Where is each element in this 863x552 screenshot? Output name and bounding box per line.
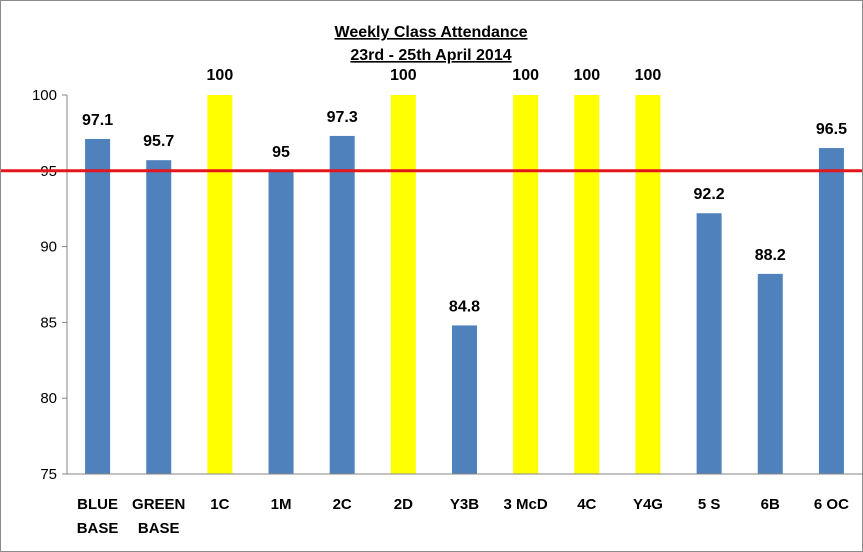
data-label: 88.2 [755, 247, 786, 264]
x-tick-label: 1C [210, 496, 229, 513]
bar [635, 95, 661, 474]
data-label: 95 [272, 144, 290, 161]
bar [146, 160, 172, 475]
bar [85, 138, 111, 475]
data-label: 100 [512, 67, 539, 84]
x-tick-label: BASE [77, 520, 119, 537]
data-label: 92.2 [694, 186, 725, 203]
x-tick-label: 6 OC [814, 496, 849, 513]
bar [513, 95, 539, 474]
bar [757, 273, 783, 474]
data-label: 97.3 [327, 109, 358, 126]
x-tick-label: BLUE [77, 496, 118, 513]
data-label: 100 [573, 67, 600, 84]
data-label: 100 [635, 67, 662, 84]
chart-title: Weekly Class Attendance [335, 24, 528, 41]
bar [207, 95, 233, 474]
data-label: 84.8 [449, 298, 480, 315]
plot-area: 75 80 85 90 95 100 97.1 BLUE BASE 95.7 GREEN BASE 10… [1, 67, 862, 537]
y-tick-label: 90 [40, 239, 57, 256]
x-tick-label: 1M [271, 496, 292, 513]
chart-subtitle: 23rd - 25th April 2014 [350, 47, 511, 64]
bar [268, 170, 294, 475]
y-tick-label: 80 [40, 390, 57, 407]
data-label: 97.1 [82, 112, 113, 129]
x-tick-label: 4C [577, 496, 596, 513]
y-tick-label: 85 [40, 314, 57, 331]
x-tick-label: BASE [138, 520, 180, 537]
data-label: 95.7 [143, 133, 174, 150]
data-label: 96.5 [816, 121, 847, 138]
y-tick-label: 75 [40, 466, 57, 483]
x-tick-label: 3 McD [504, 496, 548, 513]
bar [329, 135, 355, 474]
bar [452, 325, 477, 474]
bar [574, 95, 600, 474]
x-tick-label: 2D [394, 496, 413, 513]
x-tick-label: 6B [761, 496, 780, 513]
data-label: 100 [207, 67, 234, 84]
x-tick-label: Y3B [450, 496, 479, 513]
y-tick-label: 100 [32, 87, 57, 104]
data-label: 100 [390, 67, 417, 84]
bar [696, 213, 722, 475]
bar [818, 148, 844, 474]
bar [390, 95, 416, 474]
x-tick-label: GREEN [132, 496, 185, 513]
x-tick-label: 5 S [698, 496, 721, 513]
x-tick-label: Y4G [633, 496, 663, 513]
x-tick-label: 2C [333, 496, 352, 513]
